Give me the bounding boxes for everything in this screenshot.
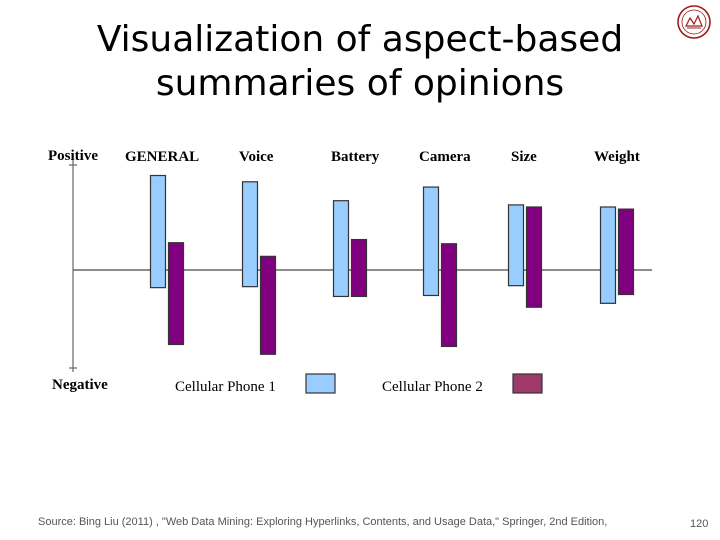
bar-phone2 [525, 206, 543, 308]
legend-label: Cellular Phone 2 [382, 379, 483, 395]
slide-number: 120 [690, 518, 709, 530]
bar-phone2 [167, 242, 185, 346]
bar-phone1 [507, 204, 525, 287]
bar-phone2 [440, 243, 458, 348]
axis-label-positive: Positive [48, 148, 98, 164]
legend-swatch [305, 373, 336, 394]
slide-title-line-1: Visualization of aspect-based [96, 19, 624, 60]
legend-swatch [512, 373, 543, 394]
slide-title-line-2: summaries of opinions [155, 63, 565, 104]
bar-phone2 [350, 238, 368, 298]
bar-phone1 [332, 200, 350, 298]
category-label: GENERAL [125, 149, 199, 165]
bar-phone1 [241, 181, 259, 288]
category-label: Camera [419, 149, 471, 165]
category-label: Battery [331, 149, 380, 165]
bar-phone1 [149, 174, 167, 289]
university-seal-icon [677, 5, 711, 39]
legend-label: Cellular Phone 1 [175, 379, 276, 395]
source-citation: Source: Bing Liu (2011) , "Web Data Mini… [38, 516, 608, 528]
bar-phone1 [422, 186, 440, 297]
category-label: Voice [239, 149, 274, 165]
slide-title: Visualization of aspect-based summaries … [70, 18, 650, 106]
bar-phone2 [617, 208, 635, 296]
bar-phone1 [599, 206, 617, 304]
category-label: Size [511, 149, 537, 165]
bar-phone2 [259, 255, 277, 355]
category-label: Weight [594, 149, 640, 165]
axis-label-negative: Negative [52, 377, 108, 393]
